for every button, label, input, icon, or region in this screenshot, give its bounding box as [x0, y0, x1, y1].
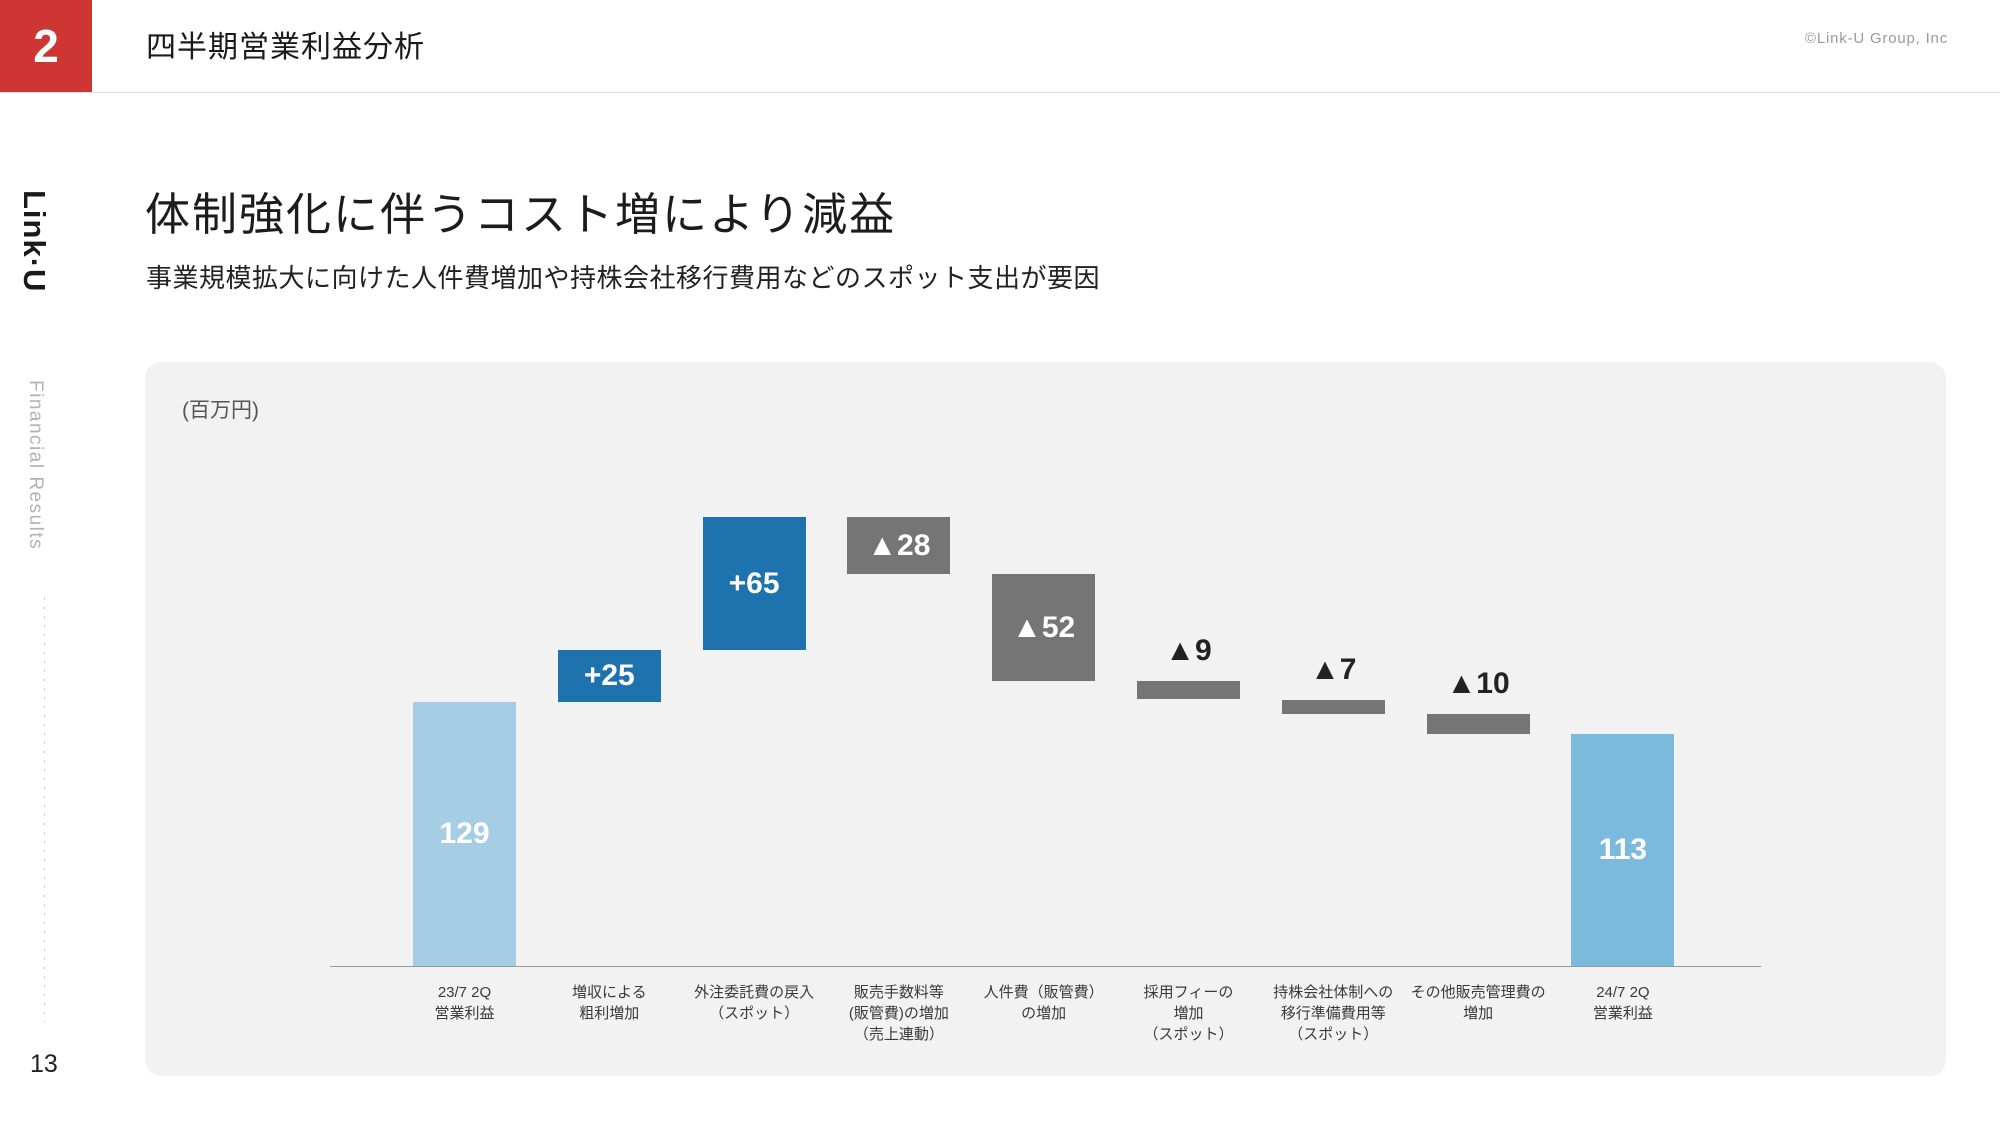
waterfall-bar	[1137, 681, 1240, 700]
bar-value-label: +65	[728, 566, 780, 600]
copyright-text: ©Link-U Group, Inc	[1805, 30, 1948, 47]
bar-value-label: ▲52	[1012, 610, 1076, 644]
slide-subtitle: 事業規模拡大に向けた人件費増加や持株会社移行費用などのスポット支出が要因	[146, 263, 1101, 293]
slide-title: 体制強化に伴うコスト増により減益	[145, 189, 897, 240]
bar-value-label: ▲7	[1310, 652, 1357, 686]
header-divider	[0, 92, 2000, 93]
x-axis-label: 外注委託費の戻入 （スポット）	[694, 984, 815, 1022]
waterfall-bar	[992, 574, 1096, 682]
bar-value-label: ▲28	[867, 528, 931, 562]
x-axis-label: 販売手数料等 (販管費)の増加 （売上連動）	[848, 984, 949, 1043]
bar-value-label: ▲9	[1165, 634, 1212, 668]
bar-value-label: 113	[1598, 833, 1648, 867]
waterfall-bar	[702, 517, 806, 651]
x-axis-label: 24/7 2Q 営業利益	[1592, 984, 1653, 1022]
waterfall-bar	[1281, 699, 1385, 714]
waterfall-bar	[1571, 734, 1675, 966]
waterfall-chart-panel: (百万円) 129 23/7 2Q 営業利益 +25 増収による 粗利増加 +65 外注委託費…	[145, 362, 1946, 1076]
header-title: 四半期営業利益分析	[146, 31, 425, 64]
company-logo: Link·U	[17, 190, 52, 293]
section-number: 2	[33, 20, 59, 72]
sidebar-section-label: Financial Results	[25, 380, 46, 551]
waterfall-bar	[557, 650, 661, 702]
chart-unit-label: (百万円)	[182, 399, 259, 422]
section-number-badge: 2	[0, 0, 92, 92]
x-axis-label: 23/7 2Q 営業利益	[434, 984, 495, 1022]
bar-value-label: 129	[439, 816, 490, 850]
bar-value-label: ▲10	[1446, 666, 1510, 700]
bar-value-label: +25	[583, 658, 635, 692]
x-axis-label: 増収による 粗利増加	[572, 984, 647, 1022]
x-axis-line	[330, 966, 1761, 967]
waterfall-bar	[413, 701, 516, 966]
x-axis-label: 人件費（販管費） の増加	[983, 984, 1104, 1022]
x-axis-label: その他販売管理費の 増加	[1410, 984, 1546, 1022]
waterfall-bar	[847, 517, 951, 575]
waterfall-bar	[1426, 713, 1530, 735]
sidebar-dotted-line	[44, 598, 45, 1022]
x-axis-label: 採用フィーの 増加 （スポット）	[1143, 984, 1234, 1043]
x-axis-label: 持株会社体制への 移行準備費用等 （スポット）	[1273, 984, 1394, 1043]
page-number: 13	[30, 1050, 58, 1078]
